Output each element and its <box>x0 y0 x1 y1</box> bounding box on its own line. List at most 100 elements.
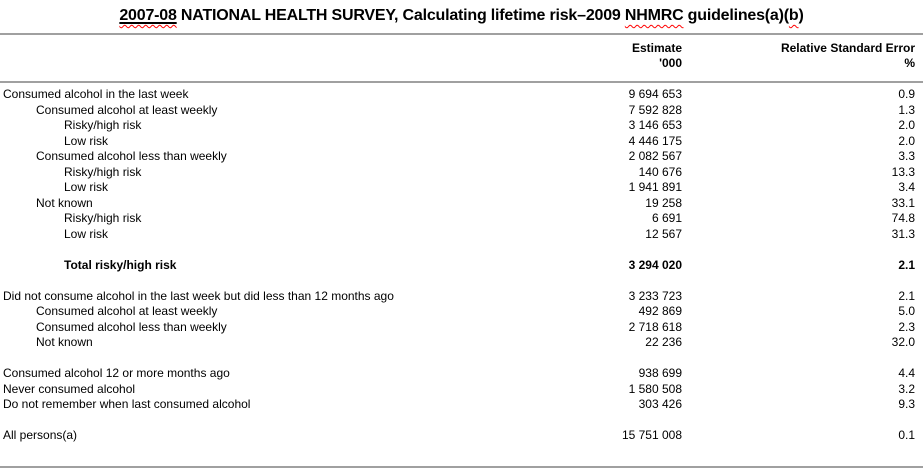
table-row: All persons(a) 15 751 008 0.1 <box>3 428 915 444</box>
header-divider <box>0 81 923 83</box>
table-row: Not known 22 236 32.0 <box>3 335 915 351</box>
table-row: Never consumed alcohol 1 580 508 3.2 <box>3 382 915 398</box>
table-row: Do not remember when last consumed alcoh… <box>3 397 915 413</box>
estimate-cell: 2 082 567 <box>628 149 682 163</box>
estimate-cell: 9 694 653 <box>628 87 682 101</box>
rse-cell <box>682 242 915 258</box>
table-row: Risky/high risk 6 691 74.8 <box>3 211 915 227</box>
rse-cell: 4.4 <box>898 366 915 380</box>
title-year-spellcheck: 2007-08 <box>119 7 177 24</box>
page-title: 2007-08 NATIONAL HEALTH SURVEY, Calculat… <box>0 0 923 26</box>
estimate-cell: 492 869 <box>638 304 682 318</box>
rse-cell: 9.3 <box>898 397 915 411</box>
table-row: Not known 19 258 33.1 <box>3 196 915 212</box>
row-label: All persons(a) <box>3 428 78 442</box>
table-row <box>3 273 915 289</box>
row-label: Low risk <box>64 226 109 241</box>
rse-cell <box>682 351 915 367</box>
estimate-cell: 303 426 <box>638 397 682 411</box>
table-row: Did not consume alcohol in the last week… <box>3 289 915 305</box>
rse-cell: 5.0 <box>898 304 915 318</box>
estimate-cell: 3 233 723 <box>628 288 682 303</box>
rse-cell: 0.9 <box>898 87 915 101</box>
row-label: Not known <box>36 335 93 349</box>
row-label: Low risk <box>64 133 109 148</box>
estimate-cell: 3 294 020 <box>628 257 682 272</box>
rse-cell: 2.1 <box>898 257 915 272</box>
estimate-cell: 140 676 <box>638 164 682 179</box>
table-row: Consumed alcohol less than weekly 2 718 … <box>3 320 915 336</box>
table-row <box>3 242 915 258</box>
rse-header-label: Relative Standard Error <box>780 41 915 55</box>
table-row: Consumed alcohol at least weekly 7 592 8… <box>3 103 915 119</box>
rse-cell: 3.4 <box>898 180 915 194</box>
rse-cell: 2.3 <box>898 319 915 334</box>
title-guidelines-text: guidelines(a)( <box>683 7 789 24</box>
row-label <box>3 351 532 367</box>
table-row: Low risk 4 446 175 2.0 <box>3 134 915 150</box>
estimate-cell: 6 691 <box>651 211 682 225</box>
row-label: Consumed alcohol at least weekly <box>36 304 218 318</box>
estimate-cell <box>532 413 682 429</box>
row-label: Not known <box>36 195 93 210</box>
rse-cell: 1.3 <box>898 102 915 117</box>
title-close-paren: ) <box>798 7 804 24</box>
title-year-underlined: 2007-08 <box>119 7 177 24</box>
estimate-cell: 4 446 175 <box>628 133 682 148</box>
table-row: Risky/high risk 3 146 653 2.0 <box>3 118 915 134</box>
rse-cell: 2.0 <box>898 118 915 132</box>
row-label <box>3 242 532 258</box>
estimate-cell: 3 146 653 <box>628 118 682 132</box>
table-row: Risky/high risk 140 676 13.3 <box>3 165 915 181</box>
column-header-estimate: Estimate '000 <box>532 41 682 71</box>
column-headers: Estimate '000 Relative Standard Error % <box>0 35 923 81</box>
table-row <box>3 413 915 429</box>
estimate-cell <box>532 242 682 258</box>
estimate-cell: 19 258 <box>645 195 682 210</box>
rse-cell: 33.1 <box>891 195 915 210</box>
estimate-cell: 12 567 <box>645 226 682 241</box>
table-row: Low risk 12 567 31.3 <box>3 227 915 243</box>
row-label: Consumed alcohol less than weekly <box>36 319 227 334</box>
table-row: Total risky/high risk 3 294 020 2.1 <box>3 258 915 274</box>
row-label: Consumed alcohol in the last week <box>3 87 189 101</box>
row-label: Total risky/high risk <box>64 257 177 272</box>
row-label: Risky/high risk <box>64 118 142 132</box>
table-row: Consumed alcohol at least weekly 492 869… <box>3 304 915 320</box>
column-header-rse: Relative Standard Error % <box>682 41 915 71</box>
rse-cell: 2.0 <box>898 133 915 148</box>
header-spacer <box>3 41 532 71</box>
top-divider <box>0 33 923 35</box>
estimate-cell: 1 580 508 <box>628 381 682 396</box>
row-label: Never consumed alcohol <box>3 381 136 396</box>
row-label: Risky/high risk <box>64 211 142 225</box>
estimate-cell: 7 592 828 <box>628 102 682 117</box>
title-nhmrc-spellcheck: NHMRC <box>624 7 684 24</box>
title-main-text: NATIONAL HEALTH SURVEY, Calculating life… <box>176 7 625 24</box>
rse-cell: 31.3 <box>891 226 915 241</box>
rse-cell: 32.0 <box>891 335 915 349</box>
row-label: Did not consume alcohol in the last week… <box>3 288 394 303</box>
rse-cell <box>682 413 915 429</box>
table-row: Low risk 1 941 891 3.4 <box>3 180 915 196</box>
row-label <box>3 413 532 429</box>
row-label <box>3 273 532 289</box>
estimate-header-label: Estimate <box>631 41 682 55</box>
estimate-cell: 15 751 008 <box>621 428 682 442</box>
table-row: Consumed alcohol 12 or more months ago 9… <box>3 366 915 382</box>
rse-cell: 3.2 <box>898 381 915 396</box>
estimate-cell: 938 699 <box>638 366 682 380</box>
estimate-cell: 1 941 891 <box>628 180 682 194</box>
row-label: Risky/high risk <box>64 164 142 179</box>
row-label: Consumed alcohol at least weekly <box>36 102 218 117</box>
table-row <box>3 351 915 367</box>
rse-cell <box>682 273 915 289</box>
table-row: Consumed alcohol less than weekly 2 082 … <box>3 149 915 165</box>
rse-cell: 0.1 <box>898 428 915 442</box>
rse-cell: 74.8 <box>891 211 915 225</box>
estimate-cell <box>532 273 682 289</box>
estimate-header-unit: '000 <box>659 56 682 70</box>
row-label: Consumed alcohol 12 or more months ago <box>3 366 230 380</box>
row-label: Consumed alcohol less than weekly <box>36 149 227 163</box>
